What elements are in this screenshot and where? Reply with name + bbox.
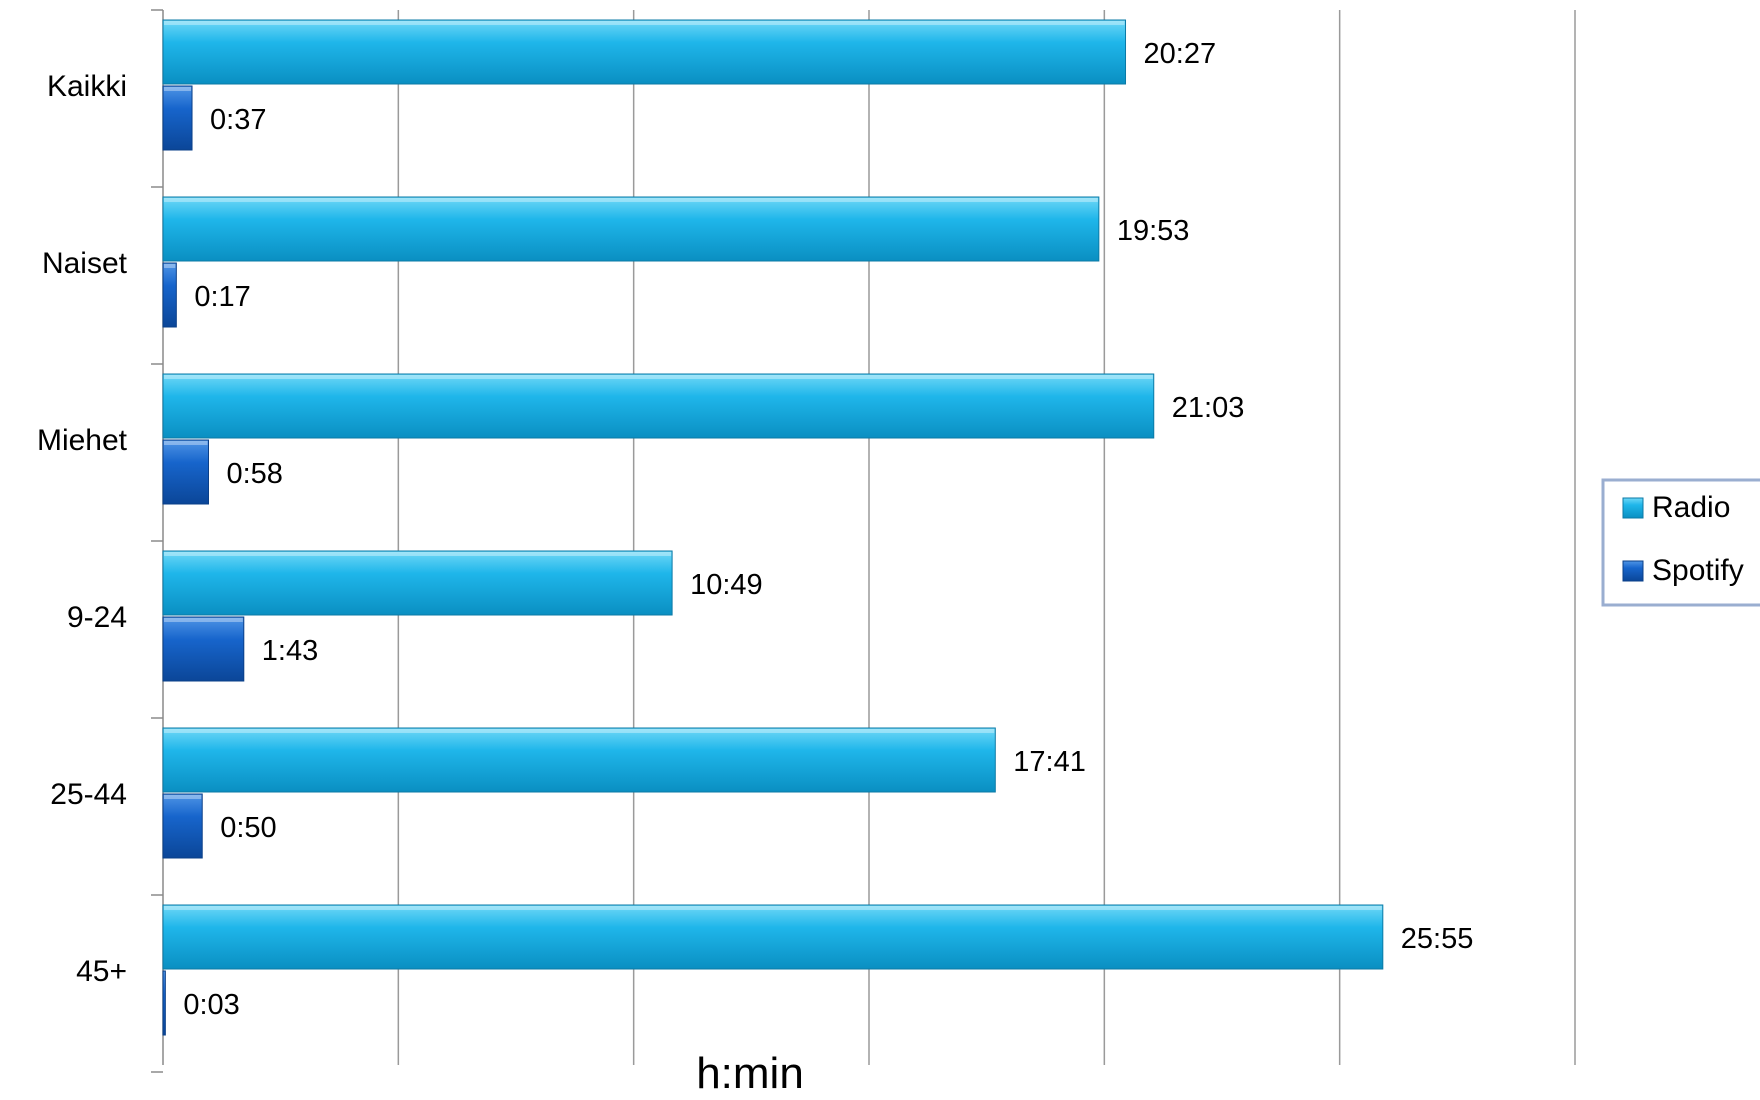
data-label-radio: 19:53 [1117, 215, 1190, 247]
x-axis-title: h:min [696, 1049, 804, 1095]
bar-highlight [164, 21, 1125, 25]
bar-spotify [162, 439, 209, 505]
bar-highlight [164, 264, 176, 268]
category-label: Miehet [37, 424, 128, 457]
bar-spotify [162, 262, 177, 328]
category-label: Kaikki [47, 70, 127, 103]
data-label-spotify: 0:03 [183, 989, 239, 1021]
legend-swatch-spotify [1622, 560, 1644, 582]
bar-spotify [162, 616, 245, 682]
data-label-spotify: 0:17 [194, 281, 250, 313]
bar-radio [162, 550, 673, 616]
bar-highlight [164, 375, 1153, 379]
bar-highlight [164, 618, 243, 622]
bars [162, 19, 1384, 1036]
legend: Radio Spotify [1601, 478, 1760, 607]
data-label-radio: 21:03 [1172, 392, 1245, 424]
bar-spotify [162, 793, 203, 859]
category-label: 45+ [76, 955, 127, 988]
bar-highlight [164, 441, 208, 445]
legend-label-radio: Radio [1652, 491, 1730, 524]
data-label-radio: 25:55 [1401, 923, 1474, 955]
category-label: 9-24 [67, 601, 127, 634]
bar-radio [162, 373, 1155, 439]
legend-label-spotify: Spotify [1652, 554, 1744, 587]
bar-spotify [162, 85, 193, 151]
data-labels: 20:27 0:37 19:53 0:17 21:03 0:58 10:49 1:43 17:4… [183, 38, 1473, 1021]
data-label-spotify: 0:37 [210, 104, 266, 136]
bar-highlight [164, 729, 995, 733]
category-labels: Kaikki Naiset Miehet 9-24 25-44 45+ [37, 70, 128, 988]
bar-highlight [164, 87, 192, 91]
bar-radio [162, 19, 1127, 85]
bar-highlight [164, 198, 1098, 202]
legend-frame [1601, 478, 1760, 607]
legend-swatch-radio [1622, 497, 1644, 519]
data-label-spotify: 1:43 [262, 635, 318, 667]
bar-radio [162, 727, 996, 793]
bar-radio [162, 196, 1100, 262]
data-label-radio: 20:27 [1144, 38, 1217, 70]
category-label: Naiset [42, 247, 128, 280]
bar-spotify [162, 970, 166, 1036]
bar-radio [162, 904, 1384, 970]
data-label-spotify: 0:50 [220, 812, 276, 844]
gridlines [397, 10, 1576, 1065]
bar-highlight [164, 552, 672, 556]
data-label-radio: 10:49 [690, 569, 763, 601]
data-label-spotify: 0:58 [226, 458, 282, 490]
data-label-radio: 17:41 [1013, 746, 1086, 778]
bar-highlight [164, 906, 1382, 910]
bar-highlight [164, 795, 202, 799]
category-label: 25-44 [50, 778, 127, 811]
y-axis [151, 9, 164, 1073]
